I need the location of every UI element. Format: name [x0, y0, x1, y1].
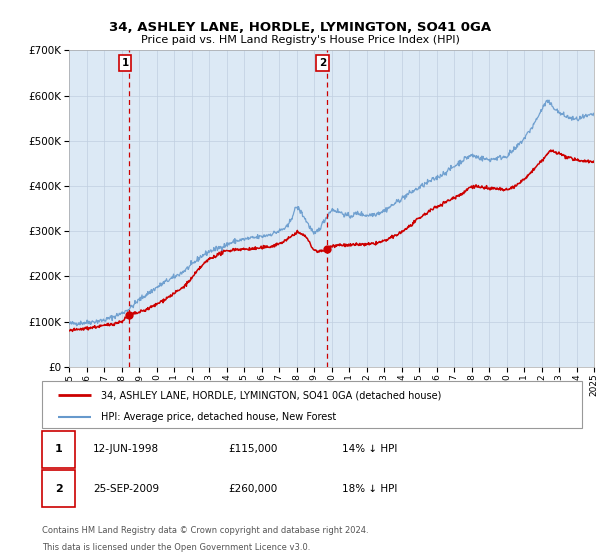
Text: 14% ↓ HPI: 14% ↓ HPI — [342, 445, 397, 454]
Text: 1: 1 — [121, 58, 128, 68]
Text: Contains HM Land Registry data © Crown copyright and database right 2024.: Contains HM Land Registry data © Crown c… — [42, 526, 368, 535]
Text: 1: 1 — [55, 445, 62, 454]
Text: 25-SEP-2009: 25-SEP-2009 — [93, 484, 159, 493]
Text: £260,000: £260,000 — [228, 484, 277, 493]
Text: 2: 2 — [319, 58, 326, 68]
Text: £115,000: £115,000 — [228, 445, 277, 454]
Text: 34, ASHLEY LANE, HORDLE, LYMINGTON, SO41 0GA: 34, ASHLEY LANE, HORDLE, LYMINGTON, SO41… — [109, 21, 491, 34]
Text: 12-JUN-1998: 12-JUN-1998 — [93, 445, 159, 454]
Bar — [130, 50, 327, 367]
Text: This data is licensed under the Open Government Licence v3.0.: This data is licensed under the Open Gov… — [42, 543, 310, 552]
Text: Price paid vs. HM Land Registry's House Price Index (HPI): Price paid vs. HM Land Registry's House … — [140, 35, 460, 45]
Text: 34, ASHLEY LANE, HORDLE, LYMINGTON, SO41 0GA (detached house): 34, ASHLEY LANE, HORDLE, LYMINGTON, SO41… — [101, 390, 442, 400]
Text: 2: 2 — [55, 484, 62, 493]
Text: HPI: Average price, detached house, New Forest: HPI: Average price, detached house, New … — [101, 412, 337, 422]
Text: 18% ↓ HPI: 18% ↓ HPI — [342, 484, 397, 493]
